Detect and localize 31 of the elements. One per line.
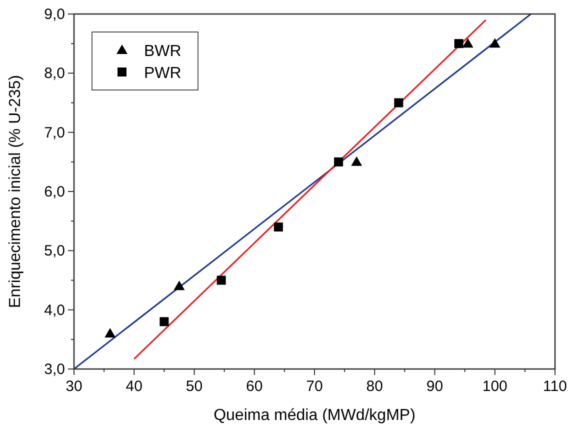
y-axis-title: Enriquecimento inicial (% U-235) (7, 75, 24, 308)
legend-label: BWR (144, 43, 182, 60)
point (274, 222, 283, 232)
y-tick-label: 6,0 (44, 184, 65, 200)
y-tick-label: 7,0 (44, 124, 65, 142)
point (489, 38, 500, 48)
x-tick-label: 80 (366, 378, 383, 395)
x-tick-label: 30 (66, 378, 82, 395)
point (216, 276, 226, 285)
x-tick-label: 60 (246, 378, 263, 395)
y-tick-label: 3,0 (44, 361, 65, 378)
x-tick-label: 100 (482, 378, 508, 395)
y-tick-label: 9,0 (44, 6, 65, 23)
x-tick-label: 110 (543, 378, 567, 395)
point (454, 39, 464, 48)
legend-label: PWR (144, 65, 182, 82)
point (462, 38, 474, 48)
point (104, 328, 116, 338)
y-tick-label: 5,0 (44, 242, 65, 260)
x-axis-title: Queima média (MWd/kgMP) (214, 407, 416, 424)
point (394, 98, 404, 108)
x-tick-label: 40 (126, 378, 142, 395)
y-tick-label: 8,0 (44, 65, 65, 82)
x-tick-label: 90 (426, 378, 444, 395)
point (334, 157, 344, 166)
x-tick-label: 50 (186, 378, 203, 395)
point (160, 317, 169, 326)
x-tick-label: 70 (306, 378, 323, 395)
point (351, 156, 362, 166)
y-tick-label: 4,0 (44, 302, 65, 319)
point (174, 280, 185, 290)
